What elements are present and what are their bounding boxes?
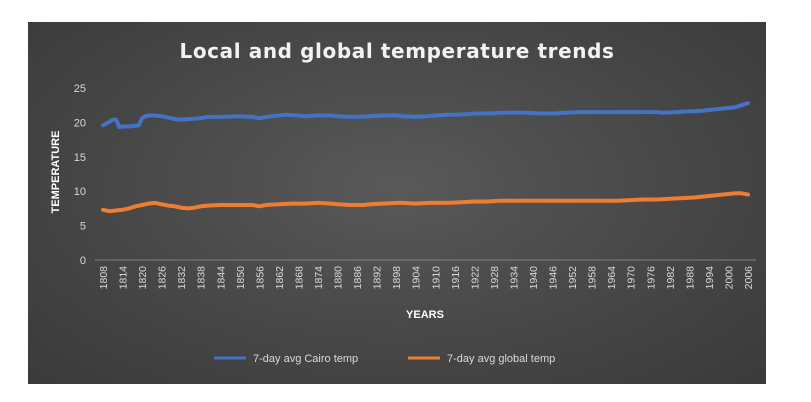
x-tick-label: 1970 — [626, 266, 638, 290]
legend-label-global: 7-day avg global temp — [447, 353, 555, 365]
chart-title: Local and global temperature trends — [179, 39, 614, 63]
x-tick-label: 1946 — [548, 266, 560, 290]
y-tick-label: 20 — [74, 117, 86, 129]
y-tick-label: 0 — [80, 255, 86, 267]
x-tick-label: 1826 — [157, 266, 169, 290]
x-tick-label: 1838 — [196, 266, 208, 290]
x-tick-label: 1958 — [587, 266, 599, 290]
x-tick-label: 1916 — [450, 266, 462, 290]
x-axis-title: YEARS — [406, 309, 444, 321]
x-tick-label: 1856 — [254, 266, 266, 290]
y-axis: 0 5 10 15 20 25 — [74, 83, 86, 267]
x-tick-label: 1976 — [645, 266, 657, 290]
y-tick-label: 10 — [74, 186, 86, 198]
x-tick-label: 1808 — [98, 266, 110, 290]
x-tick-label: 1952 — [567, 266, 579, 290]
x-tick-label: 1928 — [489, 266, 501, 290]
x-tick-label: 1892 — [372, 266, 384, 290]
x-tick-label: 2000 — [723, 266, 735, 290]
series-line-global — [101, 191, 750, 214]
x-tick-label: 1898 — [391, 266, 403, 290]
legend: 7-day avg Cairo temp 7-day avg global te… — [214, 353, 555, 365]
y-tick-label: 15 — [74, 152, 86, 164]
y-axis-title: TEMPERATURE — [50, 131, 62, 214]
x-tick-label: 1886 — [352, 266, 364, 290]
series-line-cairo — [101, 101, 750, 130]
x-tick-label: 1940 — [528, 266, 540, 290]
x-axis: 1808 1814 1820 1826 1832 1838 1844 1850 1856 1862… — [98, 266, 755, 290]
legend-label-cairo: 7-day avg Cairo temp — [253, 353, 358, 365]
x-tick-label: 1832 — [176, 266, 188, 290]
x-tick-label: 1868 — [293, 266, 305, 290]
y-tick-label: 5 — [80, 221, 86, 233]
line-chart: Local and global temperature trends 0 5 10… — [50, 39, 756, 365]
x-tick-label: 1964 — [606, 266, 618, 290]
x-tick-label: 1850 — [235, 266, 247, 290]
x-tick-label: 1814 — [118, 266, 130, 290]
x-tick-label: 1994 — [704, 266, 716, 290]
x-tick-label: 1820 — [137, 266, 149, 290]
x-tick-label: 1844 — [215, 266, 227, 290]
y-tick-label: 25 — [74, 83, 86, 95]
x-tick-label: 1922 — [469, 266, 481, 290]
series-layer — [101, 101, 750, 214]
x-tick-label: 2006 — [743, 266, 755, 290]
x-tick-label: 1934 — [508, 266, 520, 290]
x-tick-label: 1904 — [411, 266, 423, 290]
x-tick-label: 1910 — [430, 266, 442, 290]
chart-area: Local and global temperature trends 0 5 10… — [28, 22, 766, 384]
x-tick-label: 1862 — [274, 266, 286, 290]
x-tick-label: 1880 — [333, 266, 345, 290]
x-tick-label: 1988 — [684, 266, 696, 290]
x-tick-label: 1982 — [665, 266, 677, 290]
x-tick-label: 1874 — [313, 266, 325, 290]
